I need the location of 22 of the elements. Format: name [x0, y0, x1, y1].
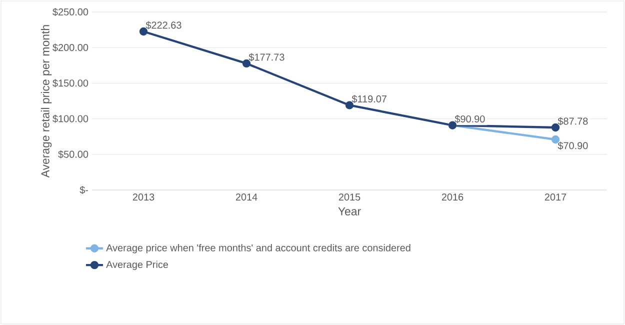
x-tick-label: 2016	[442, 194, 464, 201]
legend-label: Average price when 'free months' and account credits are considered	[106, 244, 410, 254]
data-label: $177.73	[248, 53, 284, 62]
legend-label: Average Price	[106, 260, 168, 270]
data-label: $222.63	[146, 21, 182, 30]
data-label: $90.90	[454, 115, 485, 124]
data-label: $87.78	[558, 117, 588, 126]
y-tick-label: $150.00	[52, 79, 88, 88]
x-axis-title: Year	[338, 207, 361, 216]
y-tick-label: $-	[80, 186, 88, 194]
point	[345, 101, 354, 110]
x-tick-label: 2015	[338, 194, 360, 201]
y-tick-label: $100.00	[52, 114, 88, 123]
y-axis-title: Average retail price per month	[40, 25, 52, 178]
data-label: $70.90	[558, 142, 588, 150]
x-tick-label: 2017	[544, 194, 566, 201]
x-tick-label: 2014	[236, 194, 258, 201]
x-tick-label: 2013	[132, 194, 154, 201]
y-tick-label: $200.00	[52, 44, 88, 52]
data-label: $119.07	[352, 94, 386, 104]
y-tick-label: $250.00	[52, 8, 88, 16]
y-tick-label: $50.00	[58, 150, 88, 158]
